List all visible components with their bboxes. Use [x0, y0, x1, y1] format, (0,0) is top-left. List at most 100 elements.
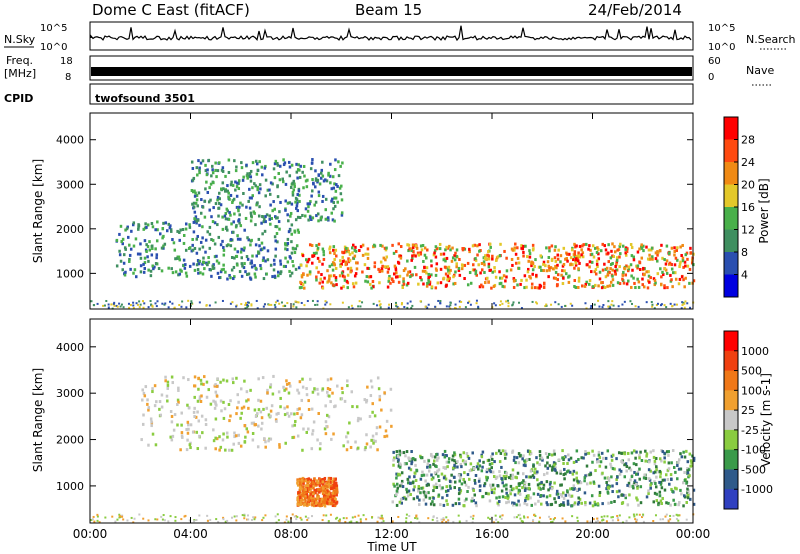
data-cell: [398, 473, 402, 477]
data-cell: [391, 520, 394, 523]
data-cell: [196, 259, 200, 263]
data-cell: [617, 248, 621, 252]
data-cell: [314, 497, 317, 501]
data-cell: [456, 465, 459, 469]
data-cell: [198, 259, 202, 263]
data-cell: [427, 459, 431, 463]
data-cell: [186, 438, 189, 442]
data-cell: [335, 484, 339, 488]
data-cell: [684, 253, 688, 257]
data-cell: [506, 299, 509, 302]
data-cell: [595, 250, 599, 254]
data-cell: [316, 493, 319, 497]
data-cell: [222, 263, 225, 267]
data-cell: [452, 520, 455, 523]
data-cell: [620, 451, 623, 455]
data-cell: [254, 516, 257, 519]
data-cell: [533, 265, 536, 269]
data-cell: [337, 174, 341, 178]
data-cell: [287, 219, 290, 223]
data-cell: [322, 257, 326, 261]
data-cell: [297, 490, 300, 494]
data-cell: [564, 455, 567, 459]
data-cell: [559, 254, 563, 258]
data-cell: [578, 261, 581, 265]
data-cell: [537, 486, 541, 490]
data-cell: [246, 303, 249, 306]
data-cell: [151, 225, 155, 229]
data-cell: [520, 520, 523, 523]
y-tick-label: 4000: [56, 134, 84, 147]
data-cell: [299, 484, 302, 488]
data-cell: [526, 516, 529, 519]
data-cell: [498, 470, 501, 474]
data-cell: [596, 458, 599, 462]
data-cell: [447, 276, 451, 280]
data-cell: [295, 162, 298, 166]
data-cell: [519, 282, 522, 286]
data-cell: [585, 280, 588, 284]
data-cell: [548, 246, 551, 250]
data-cell: [279, 270, 283, 274]
data-cell: [90, 300, 93, 303]
data-cell: [573, 242, 576, 246]
data-cell: [370, 286, 373, 290]
data-cell: [577, 458, 580, 462]
data-cell: [484, 281, 487, 285]
nsky-tick-top: 10^5: [40, 23, 67, 34]
data-cell: [642, 266, 645, 270]
data-cell: [488, 268, 491, 272]
data-cell: [404, 267, 407, 271]
data-cell: [611, 283, 615, 287]
data-cell: [151, 304, 154, 307]
data-cell: [445, 454, 448, 458]
data-cell: [321, 500, 325, 504]
data-cell: [348, 252, 352, 256]
data-cell: [405, 513, 408, 516]
data-cell: [320, 481, 323, 485]
data-cell: [487, 262, 491, 266]
data-cell: [276, 195, 280, 199]
data-cell: [251, 431, 255, 435]
data-cell: [253, 264, 256, 268]
data-cell: [218, 191, 221, 195]
data-cell: [408, 515, 411, 518]
data-cell: [301, 170, 304, 174]
data-cell: [567, 453, 570, 457]
data-cell: [629, 478, 632, 482]
data-cell: [434, 255, 438, 259]
data-cell: [610, 516, 613, 519]
data-cell: [276, 513, 279, 516]
data-cell: [634, 286, 637, 290]
data-cell: [615, 490, 619, 494]
data-cell: [217, 206, 220, 210]
data-cell: [666, 286, 669, 290]
data-cell: [314, 200, 318, 204]
data-cell: [150, 221, 154, 225]
data-cell: [603, 244, 606, 248]
data-cell: [145, 225, 148, 229]
data-cell: [438, 242, 442, 246]
data-cell: [406, 481, 410, 485]
data-cell: [612, 254, 615, 258]
data-cell: [644, 476, 648, 480]
data-cell: [214, 417, 218, 421]
data-cell: [507, 305, 510, 308]
data-cell: [119, 305, 122, 308]
data-cell: [306, 483, 310, 487]
data-cell: [643, 473, 646, 477]
data-cell: [567, 469, 570, 473]
data-cell: [494, 514, 497, 517]
data-cell: [311, 261, 314, 265]
data-cell: [259, 264, 262, 268]
data-cell: [263, 437, 266, 441]
data-cell: [442, 252, 446, 256]
data-cell: [446, 502, 449, 506]
data-cell: [468, 300, 471, 303]
data-cell: [180, 411, 183, 415]
data-cell: [180, 305, 183, 308]
data-cell: [383, 391, 386, 395]
data-cell: [224, 217, 228, 221]
data-cell: [460, 482, 464, 486]
data-cell: [226, 184, 229, 188]
